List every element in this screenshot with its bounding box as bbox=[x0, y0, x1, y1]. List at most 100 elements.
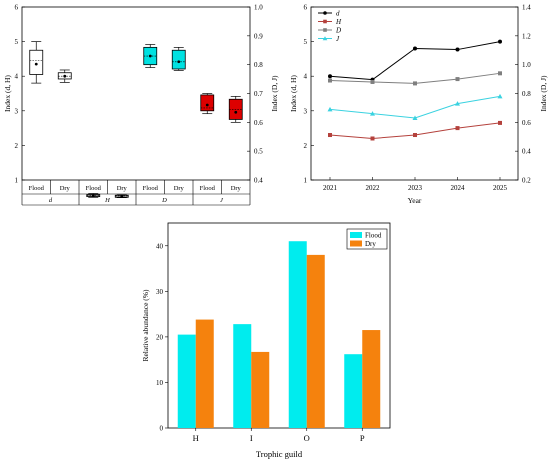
series-point-H bbox=[455, 126, 460, 131]
index-label: D bbox=[161, 197, 167, 204]
y-right-tick-label: 1.0 bbox=[522, 61, 531, 69]
season-label: Dry bbox=[174, 185, 185, 192]
box-mean-point bbox=[91, 194, 95, 197]
series-line-J bbox=[329, 95, 501, 119]
y-right-tick-label: 0.6 bbox=[254, 119, 263, 127]
box-mean-point bbox=[205, 103, 209, 107]
y-tick-label: 30 bbox=[156, 288, 164, 296]
legend-label: D bbox=[335, 27, 341, 35]
index-label: d bbox=[49, 197, 53, 204]
box-mean-point bbox=[234, 110, 238, 114]
box-plot-panel: 1 2 3 4 5 6 0.4 0.5 0.6 0.7 0.8 0.9 1.0 Index (d, H) I… bbox=[3, 4, 279, 206]
y-left-tick-label: 6 bbox=[304, 4, 308, 12]
box-mean-point bbox=[177, 60, 181, 64]
legend-label: Dry bbox=[365, 240, 376, 248]
y-right-tick-label: 0.8 bbox=[522, 90, 531, 98]
y-right-tick-label: 1.0 bbox=[254, 4, 263, 12]
x-tick-label: P bbox=[360, 433, 365, 443]
bar-dry-H bbox=[195, 319, 214, 428]
season-label: Flood bbox=[86, 185, 102, 192]
series-point-d bbox=[498, 39, 502, 44]
y-left-tick-label: 2 bbox=[304, 142, 308, 150]
bar-dry-O bbox=[306, 254, 325, 428]
index-label: H bbox=[104, 197, 110, 204]
y-right-tick-label: 1.4 bbox=[522, 4, 531, 12]
y-left-axis-label: Index (d, H) bbox=[289, 75, 298, 112]
y-right-tick-label: 0.9 bbox=[254, 32, 263, 40]
x-tick-label: 2025 bbox=[493, 184, 508, 192]
x-tick-label: I bbox=[250, 433, 253, 443]
legend-label: J bbox=[336, 35, 340, 43]
y-left-tick-label: 4 bbox=[304, 73, 308, 81]
y-left-tick-label: 4 bbox=[15, 73, 19, 81]
series-point-H bbox=[370, 136, 375, 141]
bar-dry-I bbox=[251, 351, 270, 428]
y-left-tick-label: 2 bbox=[15, 142, 19, 150]
y-left-tick-label: 5 bbox=[15, 38, 19, 46]
x-tick-label: 2022 bbox=[366, 184, 381, 192]
series-point-d bbox=[413, 46, 417, 51]
bar-flood-P bbox=[344, 354, 363, 428]
plot-frame bbox=[167, 222, 391, 429]
series-point-J bbox=[497, 93, 503, 99]
x-tick-label: 2024 bbox=[451, 184, 466, 192]
y-right-tick-label: 0.4 bbox=[254, 177, 263, 185]
series-point-D bbox=[370, 79, 375, 84]
box-J-flood bbox=[200, 94, 215, 112]
box-mean-point bbox=[63, 74, 67, 78]
series-point-D bbox=[455, 77, 460, 82]
y-right-tick-label: 0.5 bbox=[254, 148, 263, 156]
y-left-tick-label: 1 bbox=[15, 177, 19, 185]
series-point-D bbox=[328, 78, 332, 83]
box-D-dry bbox=[171, 49, 186, 70]
bar-chart-panel: 0 10 20 30 40 Relative abundance (%) Trophic g… bbox=[141, 222, 391, 459]
y-tick-label: 10 bbox=[156, 379, 164, 387]
y-left-tick-label: 5 bbox=[304, 38, 308, 46]
box-mean-point bbox=[34, 62, 38, 66]
box-mean-point bbox=[120, 194, 124, 198]
bar-dry-P bbox=[362, 330, 381, 428]
box-d-flood bbox=[29, 49, 44, 75]
y-right-tick-label: 1.2 bbox=[522, 32, 531, 40]
y-left-tick-label: 3 bbox=[15, 107, 19, 115]
season-label: Flood bbox=[29, 185, 45, 192]
bar-flood-O bbox=[288, 241, 307, 428]
y-left-tick-label: 6 bbox=[15, 4, 19, 12]
legend-swatch-dry bbox=[350, 240, 362, 247]
season-label: Dry bbox=[231, 185, 242, 192]
series-point-J bbox=[455, 101, 460, 106]
series-point-J bbox=[412, 115, 418, 121]
legend-marker-J bbox=[322, 36, 328, 41]
y-left-tick-label: 1 bbox=[304, 177, 308, 185]
series-point-H bbox=[498, 120, 502, 125]
y-tick-label: 0 bbox=[160, 425, 164, 433]
y-tick-label: 20 bbox=[156, 333, 164, 341]
series-point-d bbox=[328, 74, 332, 79]
index-label: J bbox=[220, 197, 224, 204]
series-point-d bbox=[455, 47, 460, 52]
season-label: Flood bbox=[200, 185, 216, 192]
legend-label: Flood bbox=[365, 232, 382, 240]
x-tick-label: H bbox=[193, 433, 199, 443]
y-left-axis-label: Index (d, H) bbox=[3, 75, 12, 112]
legend-swatch-flood bbox=[350, 232, 362, 238]
y-right-tick-label: 0.8 bbox=[254, 61, 263, 69]
series-point-J bbox=[327, 106, 333, 112]
y-tick-label: 40 bbox=[156, 242, 164, 250]
series-point-H bbox=[413, 133, 417, 138]
x-tick-label: 2023 bbox=[408, 184, 423, 192]
bar-flood-H bbox=[177, 334, 196, 428]
x-axis-label: Trophic guild bbox=[256, 449, 303, 459]
legend-label: H bbox=[335, 18, 342, 26]
season-label: Dry bbox=[60, 185, 71, 192]
y-right-axis-label: Index (D, J) bbox=[270, 75, 279, 112]
season-label: Flood bbox=[143, 185, 159, 192]
legend-marker-H bbox=[323, 19, 327, 24]
series-point-H bbox=[328, 133, 332, 138]
y-right-axis-label: Index (D, J) bbox=[539, 75, 548, 112]
y-left-tick-label: 3 bbox=[304, 107, 308, 115]
x-axis-label: Year bbox=[408, 196, 422, 205]
series-point-D bbox=[498, 71, 502, 76]
series-point-J bbox=[370, 111, 375, 116]
